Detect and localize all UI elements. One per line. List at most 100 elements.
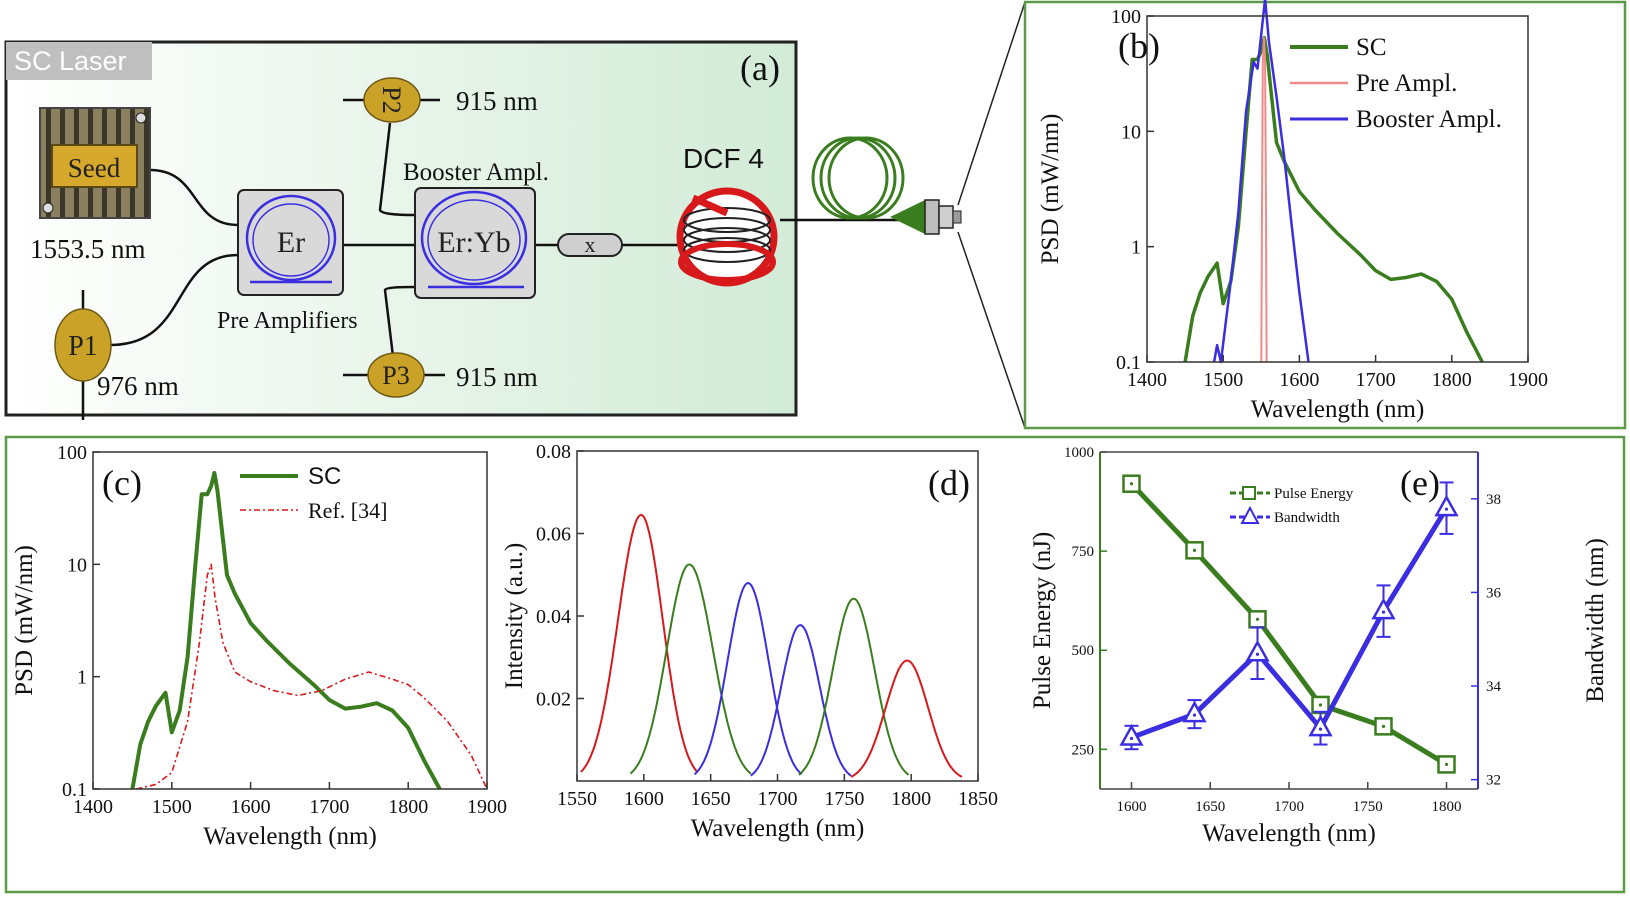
y-axis-label: Pulse Energy (nJ) bbox=[1029, 532, 1056, 709]
x-tick-label: 1650 bbox=[691, 788, 731, 810]
bandwidth-point bbox=[1308, 714, 1333, 737]
y2-tick-label: 38 bbox=[1486, 492, 1501, 508]
plot-frame bbox=[92, 451, 488, 790]
booster-label: Booster Ampl. bbox=[403, 159, 549, 186]
pump-p3-label: P3 bbox=[382, 361, 409, 390]
panel-e-label: (e) bbox=[1400, 463, 1440, 503]
y-tick-label: 0.1 bbox=[62, 779, 87, 801]
chart-c: 1400 1500 1600 1700 1800 1900 Wavelength (nm) 0… bbox=[11, 442, 507, 850]
bandwidth-point bbox=[1371, 597, 1396, 620]
seed-label: Seed bbox=[68, 153, 121, 183]
y-tick-label: 10 bbox=[1121, 121, 1141, 143]
panel-c-label: (c) bbox=[102, 463, 142, 503]
pump-p1-wavelength: 976 nm bbox=[97, 371, 179, 401]
pulse-energy-point-dot bbox=[1318, 703, 1323, 707]
bandwidth-point-dot bbox=[1255, 652, 1260, 656]
series-booster-ampl-line bbox=[1212, 0, 1310, 364]
dcf-spool bbox=[676, 187, 778, 287]
legend-bandwidth-label: Bandwidth bbox=[1274, 510, 1340, 526]
y-axis-label: Intensity (a.u.) bbox=[501, 543, 528, 689]
panel-a-schematic: SC Laser (a) Seed 1553.5 nm bbox=[4, 40, 940, 420]
y-tick-label: 1 bbox=[77, 667, 87, 689]
sc-laser-tag bbox=[6, 42, 152, 80]
x-tick-label: 1900 bbox=[1508, 369, 1548, 391]
bandwidth-point bbox=[1182, 700, 1207, 723]
y-tick-label: 0.02 bbox=[536, 689, 571, 711]
panel-b-frame bbox=[1023, 0, 1627, 430]
x-tick-label: 1400 bbox=[1127, 369, 1167, 391]
x-axis-label: Wavelength (nm) bbox=[691, 815, 865, 842]
x-tick-label: 1600 bbox=[624, 788, 664, 810]
x-tick-label: 1600 bbox=[1279, 369, 1319, 391]
peak-3-curve bbox=[693, 582, 803, 776]
y-tick-label: 0.1 bbox=[1116, 352, 1141, 374]
x-tick-label: 1800 bbox=[1432, 799, 1462, 815]
pump-p1: P1 bbox=[54, 308, 112, 382]
pump-p2-wavelength: 915 nm bbox=[456, 86, 538, 116]
pulse-energy-point-dot bbox=[1129, 482, 1134, 486]
chart-d: 1550 1600 1650 1700 1750 1800 1850 Wavelength (… bbox=[501, 441, 998, 842]
peak-1-curve bbox=[580, 513, 699, 773]
y-tick-label: 1 bbox=[1131, 237, 1141, 259]
sc-laser-tag-text: SC Laser bbox=[14, 46, 127, 76]
series-sc-line bbox=[1183, 35, 1484, 363]
output-collimator bbox=[890, 199, 962, 235]
bandwidth-point-dot bbox=[1444, 507, 1449, 511]
x-tick-label: 1750 bbox=[824, 788, 864, 810]
legend-pulse-energy-marker bbox=[1242, 486, 1256, 500]
peak-5-curve bbox=[798, 597, 910, 776]
series-pulse-energy-line bbox=[1129, 481, 1448, 767]
y-tick-label: 0.06 bbox=[536, 524, 571, 546]
legend-sc-label: SC bbox=[308, 463, 341, 490]
pump-p1-label: P1 bbox=[68, 331, 98, 362]
legend-ref-34-label: Ref. [34] bbox=[308, 498, 387, 523]
y2-axis-label: Bandwidth (nm) bbox=[1582, 538, 1609, 703]
x-tick-label: 1650 bbox=[1195, 799, 1225, 815]
y2-tick-label: 32 bbox=[1486, 773, 1501, 789]
x-tick-label: 1550 bbox=[557, 788, 597, 810]
pump-p2: P2 bbox=[363, 77, 421, 123]
bandwidth-point-dot bbox=[1318, 727, 1323, 731]
x-tick-label: 1700 bbox=[309, 796, 349, 818]
series-ref-34-line bbox=[136, 563, 488, 790]
pump-p3: P3 bbox=[367, 352, 425, 398]
pulse-energy-point-dot bbox=[1255, 617, 1260, 621]
legend-booster-ampl-label: Booster Ampl. bbox=[1356, 106, 1502, 133]
x-tick-label: 1500 bbox=[1203, 369, 1243, 391]
pulse-energy-point-dot bbox=[1192, 548, 1197, 552]
y-tick-label: 0.08 bbox=[536, 441, 571, 463]
peak-2-curve bbox=[629, 563, 752, 775]
series-pre-ampl-line bbox=[1260, 36, 1268, 363]
y-tick-label: 0.04 bbox=[536, 606, 571, 628]
eryb-amplifier: Er:Yb bbox=[414, 187, 536, 299]
bandwidth-point-dot bbox=[1381, 610, 1386, 614]
y-tick-label: 10 bbox=[67, 554, 87, 576]
x-tick-label: 1700 bbox=[1356, 369, 1396, 391]
fiber-lines bbox=[81, 98, 940, 420]
peak-4-curve bbox=[750, 624, 852, 777]
bandwidth-point bbox=[1434, 494, 1459, 517]
y2-tick-label: 34 bbox=[1486, 679, 1502, 695]
x-tick-label: 1800 bbox=[891, 788, 931, 810]
chart-b: 1400 1500 1600 1700 1800 1900 Wavelength (nm) 0… bbox=[1037, 0, 1548, 423]
y-axis-label: PSD (mW/nm) bbox=[1037, 114, 1064, 265]
er-label: Er bbox=[277, 226, 305, 259]
chart-e: 250 500 750 1000 32 34 36 38 1600 1650 1700 1750 180… bbox=[1029, 445, 1609, 847]
legend-bandwidth-marker bbox=[1240, 505, 1260, 524]
peak-6-curve bbox=[850, 659, 963, 778]
eryb-label: Er:Yb bbox=[437, 226, 510, 259]
dcf-label: DCF 4 bbox=[683, 143, 764, 174]
series-sc-line bbox=[130, 471, 442, 790]
x-axis-label: Wavelength (nm) bbox=[203, 823, 377, 850]
y-tick-label: 750 bbox=[1072, 544, 1095, 560]
pump-p3-wavelength: 915 nm bbox=[456, 362, 538, 392]
seed-laser: Seed bbox=[39, 107, 151, 219]
y-tick-label: 1000 bbox=[1064, 445, 1094, 461]
x-tick-label: 1800 bbox=[1432, 369, 1472, 391]
pre-amplifiers-label: Pre Amplifiers bbox=[217, 308, 358, 334]
er-amplifier: Er bbox=[237, 189, 344, 296]
plot-frame bbox=[1146, 15, 1529, 363]
x-tick-label: 1700 bbox=[1274, 799, 1304, 815]
x-axis-label: Wavelength (nm) bbox=[1251, 396, 1425, 423]
